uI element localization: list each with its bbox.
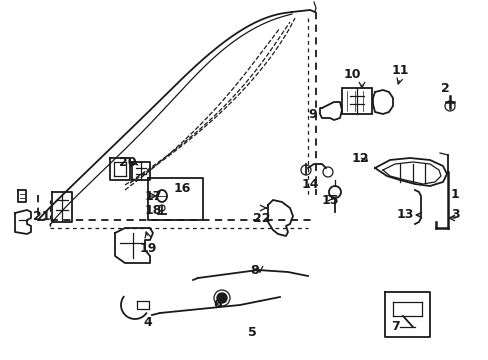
Text: 16: 16 bbox=[173, 181, 190, 194]
Text: 22: 22 bbox=[253, 211, 270, 225]
Text: 18: 18 bbox=[144, 203, 162, 216]
Text: 13: 13 bbox=[395, 208, 413, 221]
Text: 7: 7 bbox=[391, 320, 400, 333]
Text: 3: 3 bbox=[450, 208, 458, 221]
Text: 5: 5 bbox=[247, 327, 256, 339]
Text: 9: 9 bbox=[308, 108, 317, 122]
Text: 15: 15 bbox=[321, 194, 338, 207]
Text: 11: 11 bbox=[390, 63, 408, 77]
Text: 2: 2 bbox=[440, 81, 448, 94]
Text: 6: 6 bbox=[213, 298, 222, 311]
Text: 17: 17 bbox=[144, 189, 162, 202]
Text: 21: 21 bbox=[33, 210, 51, 222]
Text: 10: 10 bbox=[343, 68, 360, 81]
Text: 4: 4 bbox=[143, 315, 152, 328]
Text: 8: 8 bbox=[250, 264, 259, 276]
Bar bbox=[341, 88, 371, 114]
Text: 14: 14 bbox=[301, 179, 318, 192]
Text: 20: 20 bbox=[119, 157, 137, 170]
Text: 1: 1 bbox=[450, 189, 458, 202]
Text: 12: 12 bbox=[350, 152, 368, 165]
Circle shape bbox=[217, 293, 226, 303]
Text: 19: 19 bbox=[139, 242, 156, 255]
